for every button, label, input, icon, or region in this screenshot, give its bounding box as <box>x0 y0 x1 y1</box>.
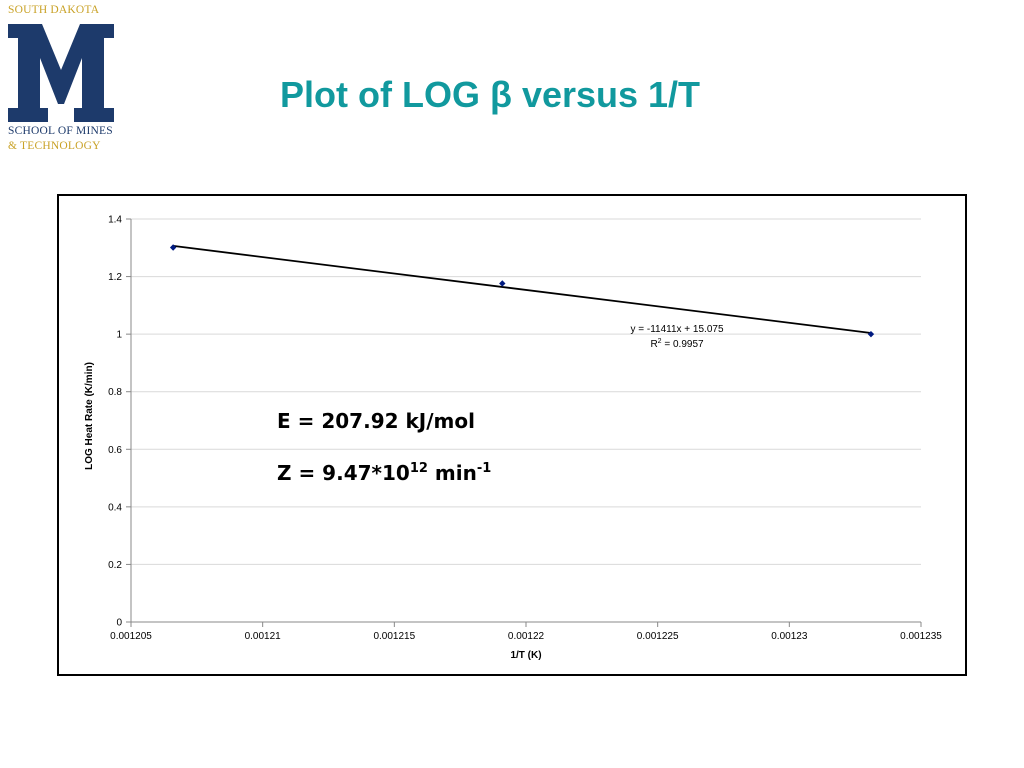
y-tick-label: 1.4 <box>108 215 122 226</box>
trendline <box>173 245 872 334</box>
tick-labels: 0 0.2 0.4 0.6 0.8 1 1.2 1.4 0.001205 0.00121 0.001… <box>108 215 942 643</box>
x-tick-label: 0.001225 <box>637 631 679 642</box>
data-point <box>169 244 177 251</box>
data-points <box>169 244 875 338</box>
x-tick-label: 0.001235 <box>900 631 942 642</box>
x-tick-label: 0.001215 <box>373 631 415 642</box>
trend-equation: y = -11411x + 15.075 <box>630 324 723 335</box>
y-tick-label: 1 <box>116 330 122 341</box>
x-tick-label: 0.001205 <box>110 631 152 642</box>
y-tick-label: 0 <box>116 618 122 629</box>
logo-state-text: SOUTH DAKOTA <box>8 4 100 16</box>
axes <box>126 218 922 627</box>
y-tick-label: 0.2 <box>108 560 122 571</box>
pre-exponential-factor-text: Z = 9.47*1012 min-1 <box>277 461 492 485</box>
y-tick-label: 0.4 <box>108 502 122 513</box>
x-tick-label: 0.00122 <box>508 631 545 642</box>
y-tick-label: 0.8 <box>108 387 122 398</box>
logo-school-text: SCHOOL OF MINES <box>8 125 113 137</box>
scatter-chart: 0 0.2 0.4 0.6 0.8 1 1.2 1.4 0.001205 0.00121 0.001… <box>84 215 942 662</box>
x-tick-label: 0.00121 <box>245 631 282 642</box>
x-axis-title: 1/T (K) <box>510 650 541 661</box>
trendline-line <box>173 245 872 334</box>
slide-title: Plot of LOG β versus 1/T <box>280 74 701 115</box>
activation-energy-text: E = 207.92 kJ/mol <box>277 409 475 433</box>
r-squared: R2 = 0.9957 <box>650 338 704 350</box>
chart-frame: 0 0.2 0.4 0.6 0.8 1 1.2 1.4 0.001205 0.00121 0.001… <box>57 194 967 676</box>
logo-tech-text: & TECHNOLOGY <box>8 140 101 152</box>
data-point <box>499 280 506 287</box>
y-axis-title: LOG Heat Rate (K/min) <box>84 362 95 470</box>
grid-lines <box>131 218 921 565</box>
x-tick-label: 0.00123 <box>771 631 808 642</box>
school-logo: SOUTH DAKOTA SCHOOL OF MINES & TECHNOLOG… <box>8 4 118 154</box>
data-point <box>867 330 875 338</box>
logo-m-icon <box>8 24 114 122</box>
y-tick-label: 0.6 <box>108 445 122 456</box>
y-tick-label: 1.2 <box>108 272 122 283</box>
